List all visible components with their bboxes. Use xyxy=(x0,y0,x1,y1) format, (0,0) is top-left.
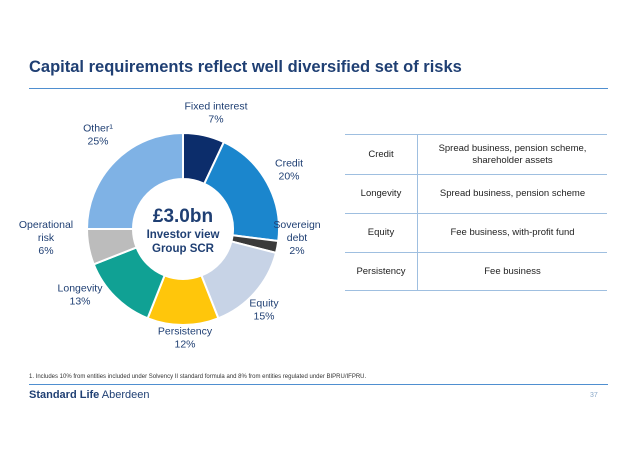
slice-label-longevity: Longevity 13% xyxy=(58,283,104,308)
slice-label-operational-risk: Operational risk 6% xyxy=(19,219,73,257)
risk-type-cell: Credit xyxy=(345,134,418,175)
table-row: Credit Spread business, pension scheme, … xyxy=(345,134,607,175)
risk-source-table: Credit Spread business, pension scheme, … xyxy=(345,134,607,291)
page-title: Capital requirements reflect well divers… xyxy=(29,58,462,76)
risk-source-cell: Fee business xyxy=(417,252,607,291)
slice-other xyxy=(85,131,184,230)
risk-source-cell: Fee business, with-profit fund xyxy=(417,213,607,253)
slice-label-fixed-interest: Fixed interest 7% xyxy=(184,101,247,126)
slice-label-other: Other¹ 25% xyxy=(83,123,113,148)
title-divider xyxy=(29,88,608,89)
center-subtitle-1: Investor view xyxy=(147,229,220,241)
slice-label-persistency: Persistency 12% xyxy=(158,326,213,351)
logo-text-aberdeen: Aberdeen xyxy=(101,389,150,401)
footnote: 1. Includes 10% from entities included u… xyxy=(29,374,367,380)
slice-label-equity: Equity 15% xyxy=(249,298,279,323)
page-number: 37 xyxy=(590,392,598,399)
logo-text-standard-life: Standard Life xyxy=(29,389,100,401)
table-row: Persistency Fee business xyxy=(345,252,607,291)
slice-label-credit: Credit 20% xyxy=(275,158,303,183)
risk-source-cell: Spread business, pension scheme, shareho… xyxy=(417,134,607,175)
table-row: Equity Fee business, with-profit fund xyxy=(345,213,607,253)
risk-type-cell: Longevity xyxy=(345,174,418,214)
center-subtitle-2: Group SCR xyxy=(152,243,215,255)
center-total: £3.0bn xyxy=(153,206,213,227)
company-logo: Standard Life Aberdeen xyxy=(29,389,149,401)
slice-label-sovereign-debt: Sovereign debt 2% xyxy=(273,219,320,257)
table-row: Longevity Spread business, pension schem… xyxy=(345,174,607,214)
donut-chart: Fixed interest 7% Credit 20% Sovereign debt 2%… xyxy=(19,101,321,351)
risk-source-cell: Spread business, pension scheme xyxy=(417,174,607,214)
footer-divider xyxy=(29,384,608,385)
risk-type-cell: Equity xyxy=(345,213,418,253)
risk-type-cell: Persistency xyxy=(345,252,418,291)
